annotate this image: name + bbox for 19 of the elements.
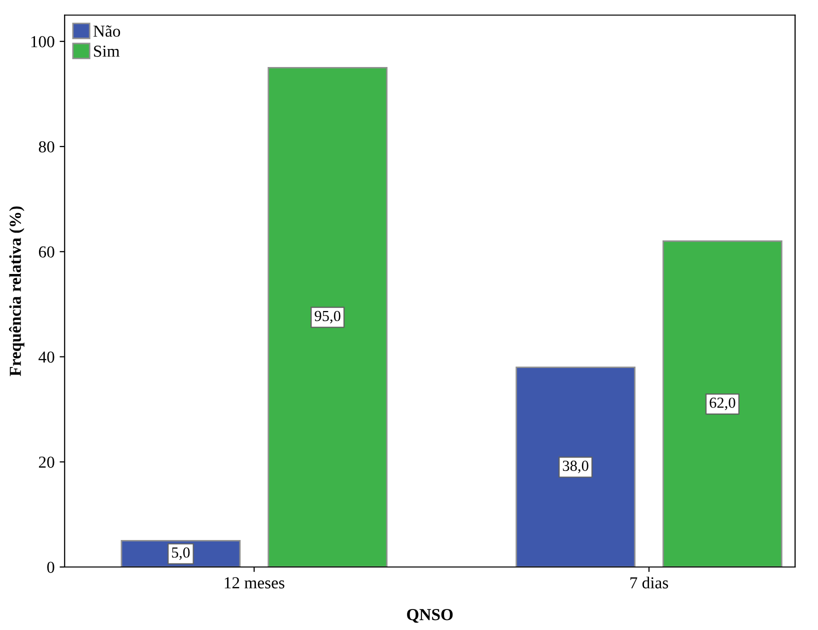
data-label: 62,0 [710,398,736,410]
x-tick-label: 12 meses [224,577,284,588]
y-tick-label: 0 [47,562,54,573]
bar [516,366,636,567]
x-axis-title: QNSO [407,609,453,623]
bar [268,66,388,567]
y-tick-label: 40 [38,351,54,363]
legend-label: Não [93,25,120,37]
data-label: 95,0 [314,310,340,324]
data-label: 5,0 [172,547,190,560]
y-tick-label: 60 [38,246,54,258]
x-tick-label: 7 dias [630,576,668,588]
y-tick-label: 80 [38,141,54,152]
legend-label: Sim [94,46,120,57]
y-tick-label: 100 [31,36,54,48]
bar [662,240,782,567]
y-axis-title: Frequência relativa (%) [9,206,24,376]
data-label: 38,0 [562,460,588,474]
y-tick-label: 20 [38,456,54,468]
